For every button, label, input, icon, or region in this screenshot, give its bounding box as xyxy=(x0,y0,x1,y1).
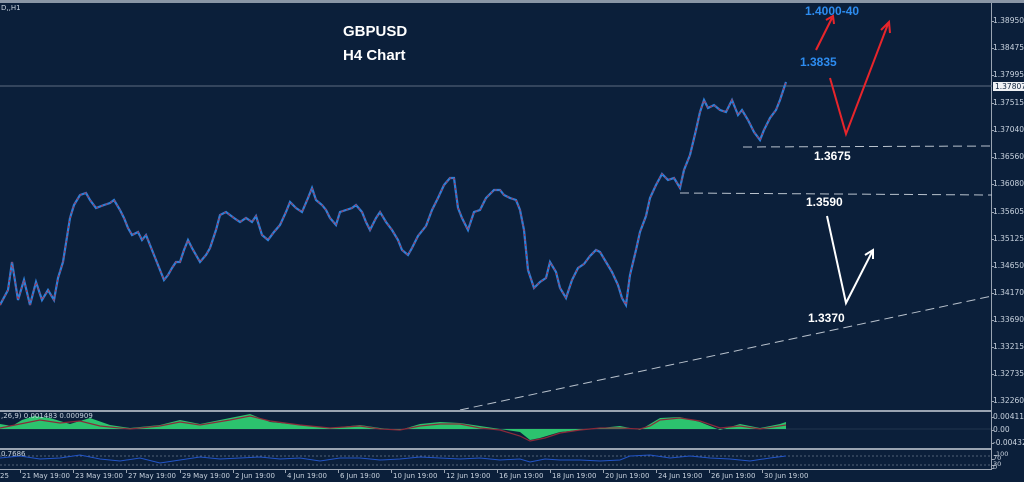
rising-trendline xyxy=(459,295,993,411)
macd-values-label: ,26,9) 0.001483 0.000909 xyxy=(1,412,93,420)
price-axis[interactable]: 1.38950 1.38475 1.37995 1.37515 1.37040 … xyxy=(990,0,1024,410)
macd-tick: -0.004323 xyxy=(991,438,1024,447)
price-tick: 1.35125 xyxy=(990,234,1024,243)
time-tick: 2 Jun 19:00 xyxy=(232,470,276,480)
price-tick: 1.36080 xyxy=(990,179,1024,188)
macd-indicator-panel[interactable] xyxy=(0,410,992,448)
price-chart-panel[interactable] xyxy=(0,3,992,410)
red-arrow-scenario xyxy=(815,14,891,138)
macd-tick: 0.004119 xyxy=(991,412,1024,421)
price-tick: 1.37040 xyxy=(990,125,1024,134)
price-tick: 1.36560 xyxy=(990,152,1024,161)
time-tick: 16 Jun 19:00 xyxy=(496,470,544,480)
price-tick: 1.32735 xyxy=(990,369,1024,378)
macd-axis: 0.004119 0.00 -0.004323 xyxy=(991,410,1024,448)
time-axis[interactable]: 25 21 May 19:00 23 May 19:00 27 May 19:0… xyxy=(0,470,992,482)
time-tick: 18 Jun 19:00 xyxy=(549,470,597,480)
price-tick: 1.34170 xyxy=(990,288,1024,297)
price-tick: 1.37515 xyxy=(990,98,1024,107)
level-label-support-2: 1.3590 xyxy=(806,195,843,209)
time-tick: 10 Jun 19:00 xyxy=(390,470,438,480)
price-candles xyxy=(0,81,788,309)
time-tick: 12 Jun 19:00 xyxy=(443,470,491,480)
rsi-tick: 30 xyxy=(990,460,1002,468)
rsi-value-label: 0.7686 xyxy=(1,450,26,458)
time-tick: 23 May 19:00 xyxy=(72,470,124,480)
rsi-axis: 100 70 30 0 xyxy=(990,448,1024,471)
level-label-target: 1.4000-40 xyxy=(805,4,860,18)
level-label-resistance: 1.3835 xyxy=(800,55,837,69)
chart-title-symbol: GBPUSD xyxy=(343,23,408,40)
chart-title-timeframe: H4 Chart xyxy=(343,47,406,64)
level-label-support-1: 1.3675 xyxy=(814,149,851,163)
macd-tick: 0.00 xyxy=(991,425,1010,434)
support-line-1-3675 xyxy=(742,145,993,148)
white-arrow-scenario xyxy=(826,215,874,306)
rsi-indicator-panel[interactable] xyxy=(0,448,992,470)
level-label-support-3: 1.3370 xyxy=(808,311,845,325)
time-tick: 20 Jun 19:00 xyxy=(602,470,650,480)
rsi-drawing xyxy=(0,454,992,466)
price-tick: 1.33215 xyxy=(990,342,1024,351)
price-tick: 1.37995 xyxy=(990,70,1024,79)
current-price-badge: 1.37807 xyxy=(993,82,1024,91)
rsi-tick: 0 xyxy=(990,463,998,471)
rsi-tick: 100 xyxy=(993,450,1009,458)
symbol-timeframe-label: D,,H1 xyxy=(1,4,21,12)
time-tick: 29 May 19:00 xyxy=(179,470,231,480)
price-tick: 1.35605 xyxy=(990,207,1024,216)
time-tick: 4 Jun 19:00 xyxy=(284,470,328,480)
time-tick: 24 Jun 19:00 xyxy=(655,470,703,480)
time-tick: 26 Jun 19:00 xyxy=(708,470,756,480)
support-line-2-3590 xyxy=(679,192,993,196)
time-tick: 27 May 19:00 xyxy=(125,470,177,480)
time-tick: 21 May 19:00 xyxy=(19,470,71,480)
price-tick: 1.34650 xyxy=(990,261,1024,270)
time-tick: 6 Jun 19:00 xyxy=(337,470,381,480)
price-tick: 1.38475 xyxy=(990,43,1024,52)
time-tick: 25 xyxy=(0,472,9,480)
price-tick: 1.33690 xyxy=(990,315,1024,324)
window-top-border xyxy=(0,0,1024,3)
macd-drawing xyxy=(0,414,992,442)
rsi-tick: 70 xyxy=(990,454,1002,462)
time-tick: 30 Jun 19:00 xyxy=(761,470,809,480)
price-tick: 1.32260 xyxy=(990,396,1024,405)
price-tick: 1.38950 xyxy=(990,16,1024,25)
